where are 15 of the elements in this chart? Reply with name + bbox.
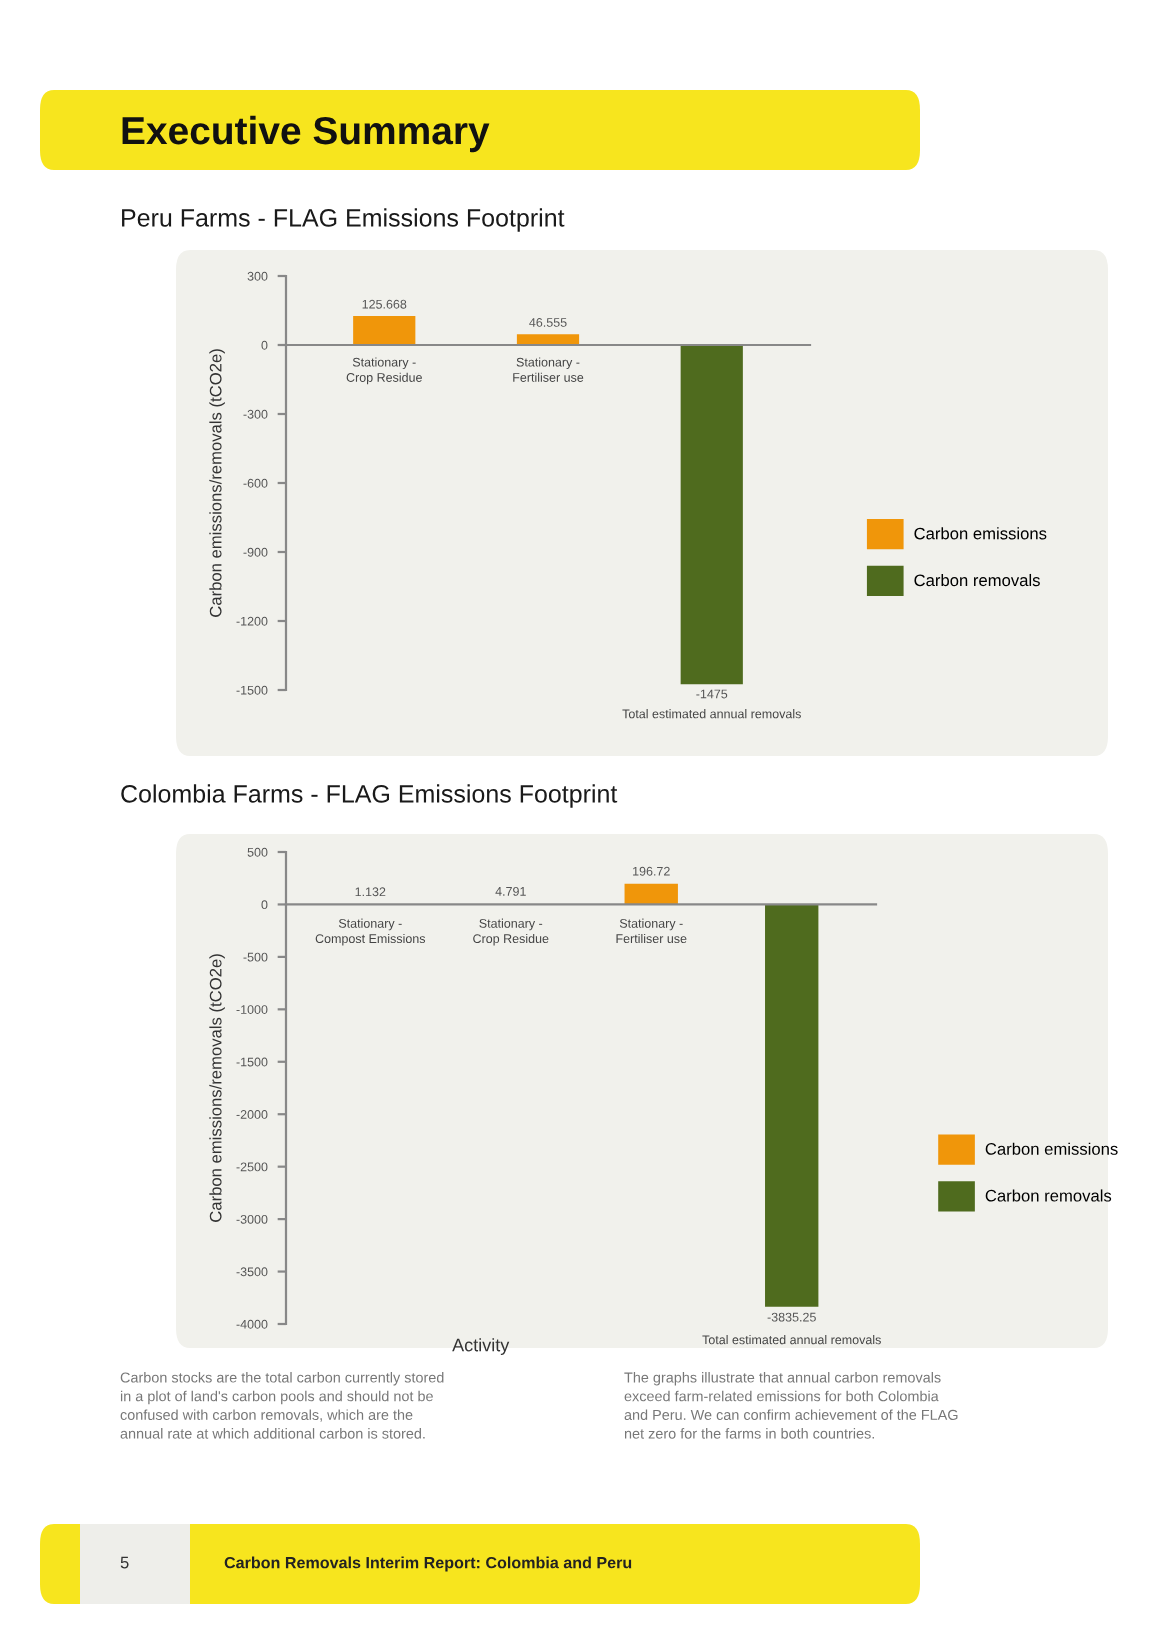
legend-label: Carbon removals: [914, 573, 1040, 587]
x-axis-title: Activity: [452, 1338, 510, 1355]
text: 5: [120, 1556, 129, 1569]
bar: [680, 345, 743, 685]
chart-title: Peru Farms - FLAG Emissions Footprint: [122, 208, 565, 232]
chart-title: Colombia Farms - FLAG Emissions Footprint: [121, 784, 618, 808]
text: Executive Summary: [122, 115, 490, 153]
y-axis-title: Carbon emissions/removals (tCO2e): [209, 349, 225, 617]
legend-label: Carbon emissions: [985, 1142, 1118, 1155]
bar: [516, 334, 580, 345]
legend-label: Carbon emissions: [914, 527, 1047, 540]
y-axis-title: Carbon emissions/removals (tCO2e): [209, 954, 225, 1222]
text: Carbon Removals Interim Report: Colombia and Peru: [224, 1556, 632, 1572]
bar: [353, 316, 416, 345]
legend-label: Carbon removals: [985, 1189, 1112, 1202]
